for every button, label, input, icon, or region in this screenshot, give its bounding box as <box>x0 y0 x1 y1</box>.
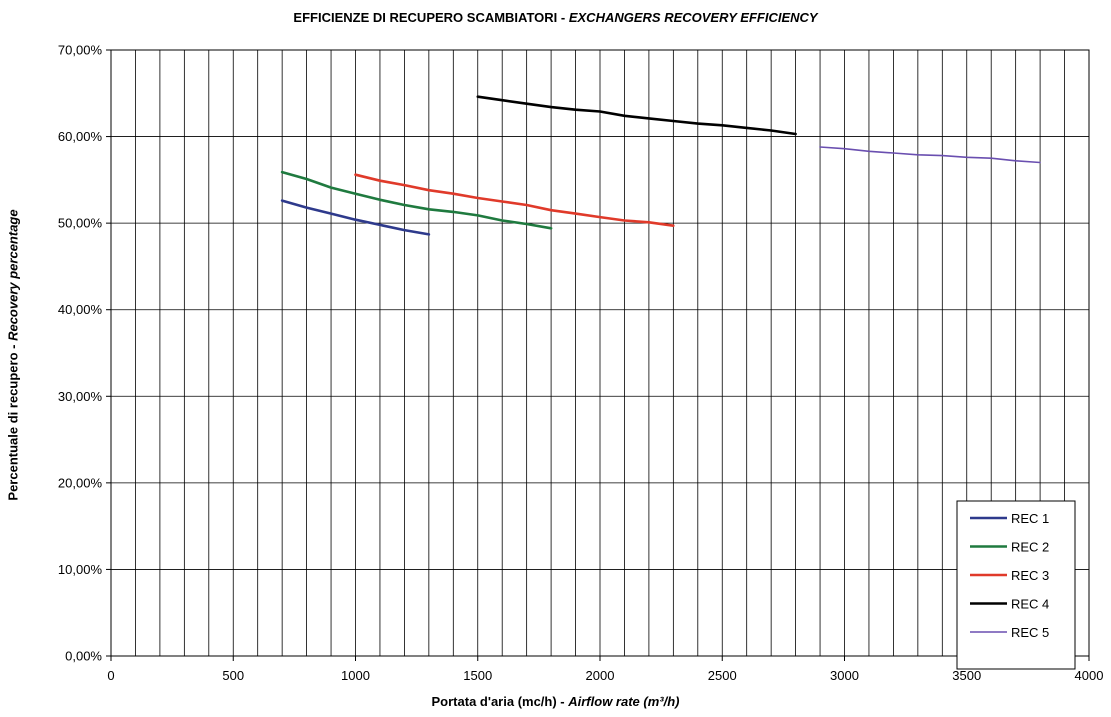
chart-title-italic: EXCHANGERS RECOVERY EFFICIENCY <box>568 10 818 25</box>
x-tick-label: 2500 <box>708 668 737 683</box>
x-tick-label: 1500 <box>463 668 492 683</box>
x-tick-label: 500 <box>222 668 244 683</box>
y-tick-label: 20,00% <box>58 475 103 490</box>
tick-layer: 0,00% 10,00% 20,00% 30,00% 40,00% 50,00% 60,00… <box>58 43 1104 684</box>
series-line-rec-2 <box>280 170 553 230</box>
x-axis-label-main: Portata d'aria (mc/h) - <box>431 694 569 709</box>
y-tick-label: 50,00% <box>58 216 103 231</box>
y-tick-label: 30,00% <box>58 389 103 404</box>
y-tick-label: 10,00% <box>58 562 103 577</box>
chart-title: EFFICIENZE DI RECUPERO SCAMBIATORI - EXC… <box>0 10 1111 25</box>
x-axis-label-italic: Airflow rate (m³/h) <box>568 694 680 709</box>
x-tick-label: 0 <box>107 668 114 683</box>
x-tick-label: 2000 <box>586 668 615 683</box>
series-layer <box>280 95 1041 236</box>
legend-label: REC 1 <box>1011 511 1049 526</box>
legend-box <box>956 500 1076 670</box>
chart-title-main: EFFICIENZE DI RECUPERO SCAMBIATORI - <box>293 10 569 25</box>
series-line-rec-4 <box>476 95 797 136</box>
series-line-rec-1 <box>280 199 431 236</box>
series-line-rec-3 <box>354 173 675 227</box>
legend: REC 1 REC 2 REC 3 REC 4 REC 5 <box>956 500 1076 670</box>
grid-layer <box>110 49 1090 657</box>
legend-label: REC 2 <box>1011 540 1049 555</box>
y-tick-label: 60,00% <box>58 129 103 144</box>
y-tick-label: 40,00% <box>58 302 103 317</box>
series-line-rec-5 <box>819 146 1041 164</box>
y-tick-label: 70,00% <box>58 43 103 58</box>
x-tick-label: 3000 <box>830 668 859 683</box>
legend-label: REC 4 <box>1011 597 1049 612</box>
legend-label: REC 5 <box>1011 625 1049 640</box>
x-tick-label: 4000 <box>1075 668 1104 683</box>
x-tick-label: 1000 <box>341 668 370 683</box>
legend-label: REC 3 <box>1011 568 1049 583</box>
x-axis-label: Portata d'aria (mc/h) - Airflow rate (m³… <box>0 694 1111 709</box>
y-tick-label: 0,00% <box>65 649 102 664</box>
x-tick-label: 3500 <box>952 668 981 683</box>
